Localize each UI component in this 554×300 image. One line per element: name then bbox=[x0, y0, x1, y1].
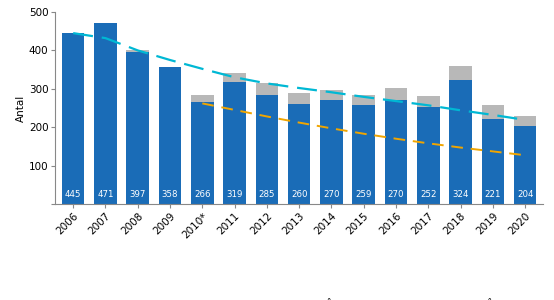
Text: 319: 319 bbox=[227, 190, 243, 200]
Bar bbox=[255, 83, 278, 94]
Bar bbox=[320, 100, 343, 204]
Bar bbox=[255, 94, 278, 204]
Text: 285: 285 bbox=[259, 190, 275, 200]
Bar bbox=[481, 104, 504, 119]
Text: 270: 270 bbox=[388, 190, 404, 200]
Text: 221: 221 bbox=[485, 190, 501, 200]
Text: 260: 260 bbox=[291, 190, 307, 200]
Bar bbox=[449, 80, 472, 204]
Bar bbox=[481, 119, 504, 204]
Bar bbox=[514, 126, 536, 204]
Text: 471: 471 bbox=[97, 190, 114, 200]
Bar bbox=[158, 67, 181, 204]
Text: 324: 324 bbox=[452, 190, 469, 200]
Bar bbox=[126, 50, 149, 52]
Bar bbox=[94, 23, 117, 204]
Bar bbox=[288, 104, 310, 204]
Bar bbox=[191, 95, 214, 102]
Bar bbox=[320, 90, 343, 100]
Bar bbox=[449, 66, 472, 80]
Bar bbox=[514, 116, 536, 126]
Bar bbox=[191, 102, 214, 204]
Text: 358: 358 bbox=[162, 190, 178, 200]
Text: 252: 252 bbox=[420, 190, 437, 200]
Bar bbox=[384, 88, 407, 100]
Bar bbox=[352, 95, 375, 104]
Text: 445: 445 bbox=[65, 190, 81, 200]
Y-axis label: Antal: Antal bbox=[16, 94, 26, 122]
Text: 270: 270 bbox=[323, 190, 340, 200]
Text: 259: 259 bbox=[356, 190, 372, 200]
Bar bbox=[384, 100, 407, 204]
Bar bbox=[352, 104, 375, 204]
Bar bbox=[126, 52, 149, 204]
Bar bbox=[62, 33, 84, 204]
Text: 204: 204 bbox=[517, 190, 534, 200]
Text: 266: 266 bbox=[194, 190, 211, 200]
Bar bbox=[417, 107, 440, 204]
Bar bbox=[288, 93, 310, 104]
Text: 397: 397 bbox=[130, 190, 146, 200]
Bar bbox=[417, 96, 440, 107]
Bar bbox=[223, 82, 246, 204]
Bar bbox=[223, 73, 246, 82]
